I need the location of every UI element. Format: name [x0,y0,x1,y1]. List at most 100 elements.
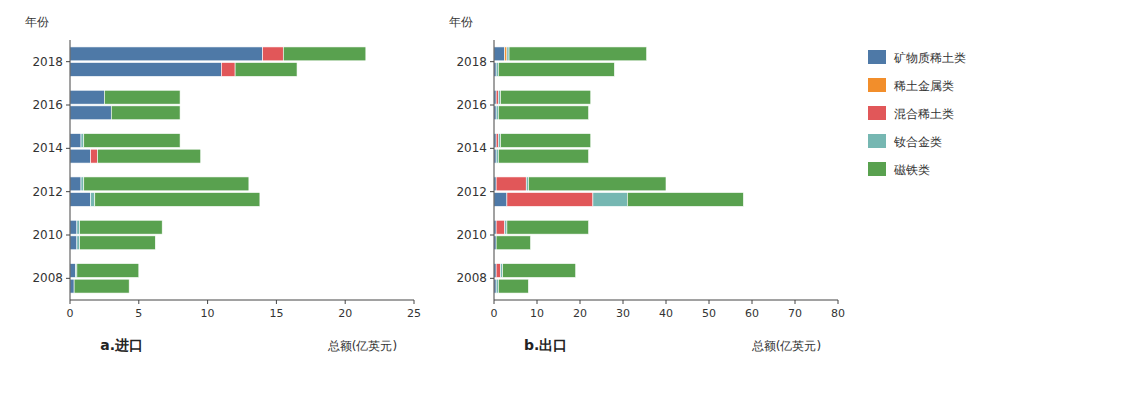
bar-segment [528,177,666,191]
bar-segment [283,47,366,61]
chart-root: 0510152025200820102012201420162018年份a.进口… [0,0,1148,401]
chart-title: b.出口 [524,337,567,353]
bar-segment [84,177,249,191]
y-tick [490,235,494,236]
bar-segment [104,90,180,104]
x-tick-label: 5 [135,307,142,320]
legend-label: 钕合金类 [893,135,942,149]
bar-segment [95,193,260,207]
y-axis-label: 年份 [25,15,49,29]
bar-segment [496,149,498,163]
legend-label: 混合稀土类 [894,107,954,121]
bar-segment [80,236,156,250]
bar-segment [70,279,74,293]
y-tick [66,191,70,192]
bar-segment [70,193,91,207]
bar-segment [70,47,263,61]
bar-segment [498,90,500,104]
bar-segment [111,106,180,120]
bar-segment [498,149,588,163]
y-tick-label: 2008 [456,271,487,285]
bar-segment [75,264,76,278]
y-tick-label: 2008 [32,271,63,285]
y-tick-label: 2016 [32,98,63,112]
x-tick [838,300,839,304]
y-tick [490,148,494,149]
y-tick [66,278,70,279]
y-tick [66,61,70,62]
y-tick [490,61,494,62]
x-tick-label: 10 [201,307,215,320]
bar-segment [498,134,500,148]
y-tick-label: 2018 [32,55,63,69]
x-tick [414,300,415,304]
bar-segment [500,90,590,104]
x-tick [666,300,667,304]
bar-segment [496,63,498,77]
x-tick-label: 70 [788,307,802,320]
bar-segment [70,220,77,234]
bar-segment [221,63,235,77]
bar-segment [70,134,81,148]
panel: 0102030405060708020082010201220142016201… [449,15,845,353]
bar-segment [498,63,614,77]
legend-swatch [868,50,886,64]
y-tick-label: 2016 [456,98,487,112]
y-tick-label: 2014 [32,141,63,155]
bar-segment [494,47,505,61]
bar-segment [91,149,98,163]
x-tick-label: 15 [269,307,283,320]
bar-segment [70,149,91,163]
bar-segment [496,177,526,191]
x-tick-label: 10 [530,307,544,320]
legend-label: 磁铁类 [893,163,930,177]
bar-segment [507,193,593,207]
panel: 0510152025200820102012201420162018年份a.进口… [25,15,421,353]
bars [70,47,366,293]
bar-segment [91,193,95,207]
bar-segment [70,236,77,250]
x-tick [752,300,753,304]
y-tick [66,235,70,236]
y-tick [490,105,494,106]
bar-segment [81,134,84,148]
y-tick-label: 2012 [456,185,487,199]
bar-segment [84,134,180,148]
x-tick-label: 80 [831,307,845,320]
bar-segment [627,193,743,207]
bar-segment [496,134,498,148]
x-tick-label: 0 [491,307,498,320]
bar-segment [505,47,507,61]
y-tick-label: 2012 [32,185,63,199]
bar-segment [500,264,502,278]
legend-swatch [868,78,886,92]
legend: 矿物质稀土类稀土金属类混合稀土类钕合金类磁铁类 [868,50,966,177]
y-axis-line [494,40,495,300]
x-tick-label: 40 [659,307,673,320]
x-tick [537,300,538,304]
x-tick [207,300,208,304]
y-tick-label: 2010 [32,228,63,242]
x-tick-label: 20 [338,307,352,320]
bar-segment [70,90,104,104]
bar-segment [498,279,528,293]
bar-segment [81,177,84,191]
bars [494,47,743,293]
legend-swatch [868,106,886,120]
x-axis-label: 总额(亿英元) [751,339,821,353]
y-tick [490,278,494,279]
bar-segment [496,220,505,234]
x-axis-label: 总额(亿英元) [327,339,397,353]
x-tick [345,300,346,304]
bar-segment [500,134,590,148]
bar-segment [505,220,507,234]
bar-segment [509,47,647,61]
bar-segment [503,264,576,278]
x-tick-label: 50 [702,307,716,320]
y-tick [66,148,70,149]
chart-title: a.进口 [100,337,143,353]
x-tick-label: 30 [616,307,630,320]
x-tick [70,300,71,304]
x-tick [494,300,495,304]
x-tick [138,300,139,304]
